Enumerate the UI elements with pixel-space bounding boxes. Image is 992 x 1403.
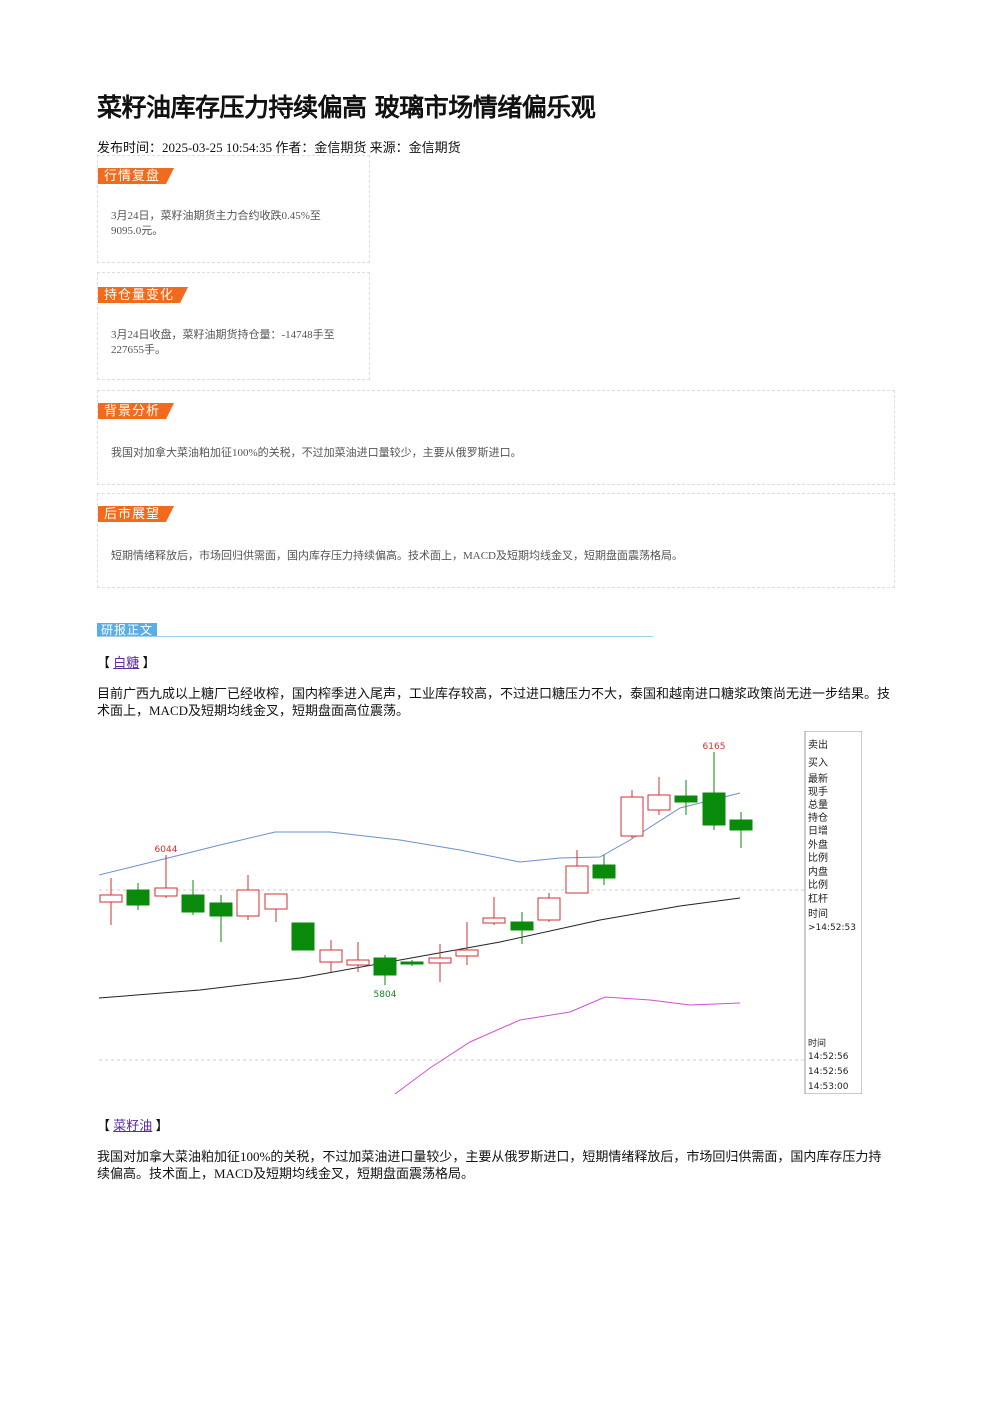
side-label: 时间 (808, 1037, 826, 1049)
bracket: 】 (155, 1118, 169, 1133)
item-link[interactable]: 菜籽油 (113, 1118, 153, 1133)
candle-body (674, 795, 698, 803)
indicator-line (394, 996, 741, 1094)
candle-body (565, 865, 589, 894)
side-label: 外盘 (808, 838, 828, 851)
item-link[interactable]: 白糖 (113, 655, 140, 670)
section-box: 行情复盘 3月24日，菜籽油期货主力合约收跌0.45%至9095.0元。 (97, 155, 370, 263)
chart-label: 6165 (703, 742, 726, 752)
candle-body (181, 894, 205, 913)
section-tag: 持仓量变化 (98, 287, 188, 303)
chart-label: 5804 (374, 990, 397, 1000)
candle-body (592, 864, 616, 879)
chart-label: 6044 (155, 845, 178, 855)
side-label: 14:52:56 (808, 1067, 849, 1077)
candles (99, 752, 753, 985)
meta: 发布时间：2025-03-25 10:54:35 作者：金信期货 来源：金信期货 (97, 140, 461, 155)
candle-body (99, 894, 123, 903)
side-label: 最新 (808, 772, 828, 785)
section-text: 短期情绪释放后，市场回归供需面，国内库存压力持续偏高。技术面上，MACD及短期均… (111, 550, 684, 562)
section-text: 3月24日，菜籽油期货主力合约收跌0.45%至9095.0元。 (111, 210, 321, 237)
side-panel (804, 731, 862, 1094)
side-label: 卖出 (808, 738, 828, 751)
section-text: 我国对加拿大菜油粕加征100%的关税，不过加菜油进口量较少，主要从俄罗斯进口。 (111, 447, 522, 459)
candle-body (373, 957, 397, 976)
item-text: 目前广西九成以上糖厂已经收榨，国内榨季进入尾声，工业库存较高，不过进口糖压力不大… (97, 686, 891, 718)
candle-body (537, 897, 561, 921)
ma-line (99, 897, 741, 999)
bracket: 【 (97, 655, 111, 670)
bracket: 【 (97, 1118, 111, 1133)
section-box: 背景分析 我国对加拿大菜油粕加征100%的关税，不过加菜油进口量较少，主要从俄罗… (97, 390, 895, 485)
side-label: 时间 (808, 907, 828, 920)
band-line (99, 792, 741, 876)
item-heading: 【 菜籽油 】 (97, 1115, 169, 1134)
side-label: 比例 (808, 878, 828, 891)
side-label: 总量 (808, 798, 828, 811)
title: 菜籽油库存压力持续偏高 玻璃市场情绪偏乐观 (97, 93, 596, 122)
candle-body (400, 961, 424, 965)
item-text: 我国对加拿大菜油粕加征100%的关税，不过加菜油进口量较少，主要从俄罗斯进口，短… (97, 1149, 882, 1181)
item-heading: 【 白糖 】 (97, 652, 156, 671)
section-text: 3月24日收盘，菜籽油期货持仓量：-14748手至227655手。 (111, 329, 335, 356)
candle-body (154, 887, 178, 897)
candle-body (319, 949, 343, 963)
divider (97, 636, 653, 637)
candle-body (455, 949, 479, 957)
candle-body (647, 794, 671, 811)
section-box: 持仓量变化 3月24日收盘，菜籽油期货持仓量：-14748手至227655手。 (97, 272, 370, 380)
section-box: 后市展望 短期情绪释放后，市场回归供需面，国内库存压力持续偏高。技术面上，MAC… (97, 493, 895, 588)
main-tag: 研报正文 (97, 623, 158, 637)
candle-body (291, 922, 315, 951)
candle-body (428, 957, 452, 964)
candle-body (482, 917, 506, 924)
side-label: 14:53:00 (808, 1082, 849, 1092)
side-label: 14:52:56 (808, 1052, 849, 1062)
side-label: 比例 (808, 851, 828, 864)
side-label: >14:52:53 (808, 923, 856, 933)
candle-body (236, 889, 260, 917)
side-label: 内盘 (808, 865, 828, 878)
side-label: 杠杆 (808, 892, 828, 905)
bracket: 】 (142, 655, 156, 670)
candle-body (126, 889, 150, 906)
side-label: 持仓 (808, 811, 828, 824)
side-label: 现手 (808, 785, 828, 798)
candle-body (702, 792, 726, 826)
chart-image: 6044 5804 6165 卖出买入最新现手总量持仓日增外盘比例内盘比例杠杆时… (99, 731, 862, 1094)
section-tag: 背景分析 (98, 403, 174, 419)
section-tag: 后市展望 (98, 506, 174, 522)
candle-body (264, 893, 288, 910)
candle-body (510, 921, 534, 931)
candle-body (620, 796, 644, 837)
side-label: 日增 (808, 824, 828, 837)
candle-body (209, 902, 233, 917)
side-label: 买入 (808, 757, 828, 769)
section-tag: 行情复盘 (98, 168, 174, 184)
candle-body (729, 819, 753, 831)
candle-body (346, 959, 370, 966)
